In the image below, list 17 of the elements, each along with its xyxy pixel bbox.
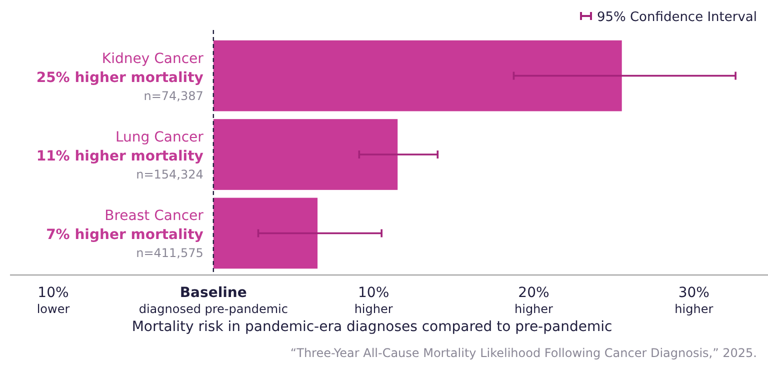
annotation: n=411,575 [136,246,204,260]
y-tick-label: Lung Cancer [115,130,204,146]
annotation: n=74,387 [144,88,204,103]
data-label: 11% higher mortality [36,148,204,164]
y-tick-label: Kidney Cancer [102,50,204,67]
x-tick-label: Baseline diagnosed pre-pandemic [138,285,288,316]
x-tick-label: 30% higher [674,285,714,316]
data-label: 7% higher mortality [46,227,204,244]
legend-title: 95% Confidence Interval [596,10,757,25]
text: “Three-Year All-Cause Mortality Likelihood Following Cancer Diagnosis,” 2025. [290,346,757,360]
x-tick-label: 20% higher [514,285,554,316]
data-label: 25% higher mortality [36,70,204,86]
annotation: n=154,324 [136,168,204,182]
y-tick-label: Breast Cancer [104,208,204,224]
x-axis-title: Mortality risk in pandemic-era diagnoses compared to pre-pandemic [132,319,612,335]
x-tick-label: 10% higher [354,285,393,316]
x-tick-label: 10% lower [36,285,70,316]
